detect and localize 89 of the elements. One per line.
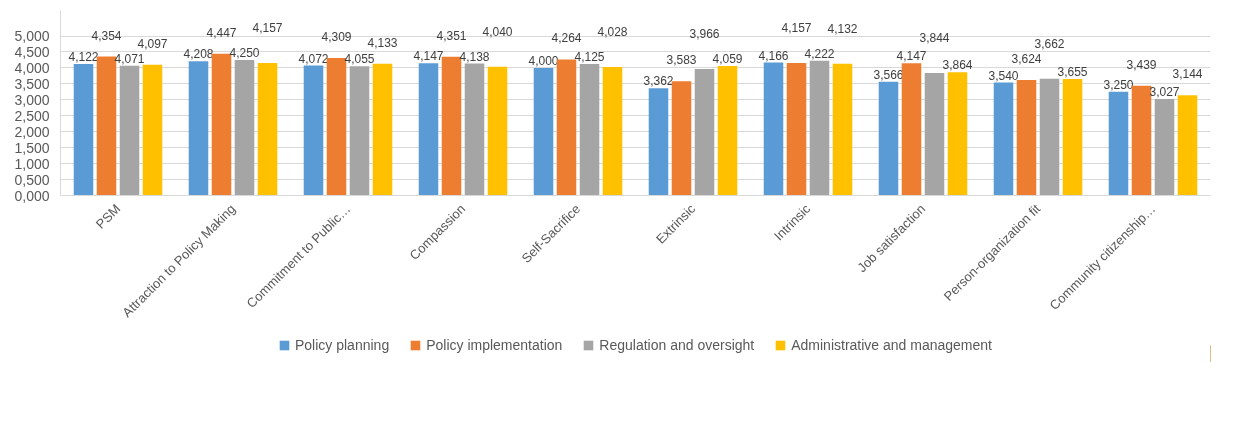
data-label: 3,540: [988, 68, 1019, 83]
bar: [1039, 78, 1060, 196]
bar: [257, 62, 278, 196]
data-label: 3,250: [1103, 77, 1134, 92]
y-tick-label: 1,500: [14, 139, 50, 156]
bar: [142, 64, 163, 196]
bar: [1131, 85, 1152, 196]
bar: [303, 65, 324, 196]
y-tick-label: 3,500: [14, 75, 50, 92]
data-label: 4,147: [896, 49, 927, 64]
y-tick-label: 4,500: [14, 43, 50, 60]
data-label: 4,122: [68, 50, 99, 65]
legend-label: Regulation and oversight: [599, 337, 755, 353]
bar: [1108, 91, 1129, 196]
bar: [602, 67, 623, 196]
bar: [694, 69, 715, 196]
bar: [671, 81, 692, 196]
data-label: 4,133: [367, 35, 398, 50]
data-label: 4,132: [827, 21, 858, 36]
data-label: 4,097: [137, 36, 168, 51]
data-label: 4,222: [804, 46, 835, 61]
bar: [73, 64, 94, 196]
y-tick-label: 1,000: [14, 155, 50, 172]
data-label: 4,040: [482, 24, 513, 39]
y-tick-label: 0,000: [14, 187, 50, 204]
data-label: 4,208: [183, 47, 214, 62]
bar: [648, 88, 669, 196]
bar: [809, 60, 830, 196]
bar: [1062, 78, 1083, 196]
data-label: 3,566: [873, 67, 904, 82]
bar: [993, 82, 1014, 196]
data-label: 4,000: [528, 53, 559, 68]
data-label: 3,864: [942, 58, 973, 73]
data-label: 4,059: [712, 52, 743, 67]
bar: [924, 72, 945, 196]
bar: [349, 66, 370, 196]
data-label: 4,351: [436, 28, 467, 43]
data-label: 3,966: [689, 27, 720, 41]
bar: [878, 81, 899, 196]
data-label: 3,144: [1172, 67, 1203, 82]
data-label: 4,055: [344, 52, 375, 67]
y-tick-label: 2,500: [14, 107, 50, 124]
bar: [234, 59, 255, 196]
bar: [947, 72, 968, 196]
data-label: 4,166: [758, 48, 789, 63]
bar: [786, 62, 807, 196]
y-tick-label: 5,000: [14, 28, 50, 45]
data-label: 4,309: [321, 30, 352, 45]
bar: [533, 67, 554, 196]
y-tick-label: 3,000: [14, 91, 50, 108]
data-label: 3,624: [1011, 51, 1042, 66]
data-label: 4,447: [206, 25, 237, 40]
bar: [418, 63, 439, 196]
data-label: 4,072: [298, 51, 329, 66]
y-tick-label: 2,000: [14, 123, 50, 140]
data-label: 4,138: [459, 49, 490, 64]
bar: [832, 63, 853, 196]
data-label: 3,844: [919, 30, 950, 45]
bar: [1154, 98, 1175, 196]
bar: [464, 63, 485, 196]
bar: [119, 65, 140, 196]
y-tick-label: 0,500: [14, 171, 50, 188]
bar: [579, 63, 600, 196]
bar: [1177, 95, 1198, 196]
data-label: 4,250: [229, 45, 260, 60]
bar: [188, 61, 209, 196]
data-label: 3,655: [1057, 64, 1088, 79]
data-label: 4,028: [597, 25, 628, 40]
data-label: 3,583: [666, 53, 697, 68]
data-label: 4,157: [781, 20, 812, 35]
legend-label: Administrative and management: [791, 337, 993, 353]
data-label: 4,354: [91, 28, 122, 43]
data-label: 3,362: [643, 74, 674, 89]
bar: [717, 66, 738, 196]
data-label: 3,662: [1034, 36, 1065, 51]
data-label: 3,439: [1126, 57, 1157, 72]
y-tick-label: 4,000: [14, 59, 50, 76]
legend-label: Policy implementation: [426, 337, 563, 353]
bar: [1016, 79, 1037, 196]
bar: [901, 63, 922, 196]
data-label: 4,157: [252, 20, 283, 35]
legend-label: Policy planning: [294, 337, 390, 353]
bar: [487, 66, 508, 196]
data-label: 4,264: [551, 31, 582, 46]
bar: [372, 63, 393, 196]
data-label: 4,125: [574, 49, 605, 64]
data-label: 4,071: [114, 51, 145, 66]
data-label: 4,147: [413, 49, 444, 64]
bar: [763, 62, 784, 196]
